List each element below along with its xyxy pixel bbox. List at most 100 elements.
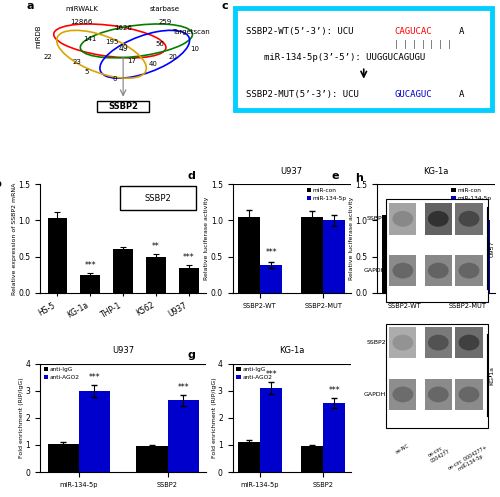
Text: ***: *** [84,261,96,270]
Bar [260,388,282,472]
Text: a: a [26,0,34,10]
Ellipse shape [428,263,448,278]
Text: e: e [332,171,340,181]
Text: 10: 10 [190,46,199,52]
Text: ***: *** [265,248,277,257]
Text: GAPDH: GAPDH [364,268,386,273]
Ellipse shape [392,263,413,278]
Text: 20: 20 [168,54,177,60]
Text: d: d [188,171,196,181]
Ellipse shape [458,334,479,350]
Text: ***: *** [410,239,421,248]
Text: SSBP2-WT(5’-3’): UCU: SSBP2-WT(5’-3’): UCU [246,26,353,36]
Text: miRWALK: miRWALK [65,6,98,12]
Bar [48,218,68,293]
Text: ***: *** [88,373,100,382]
Text: **: ** [152,242,160,251]
FancyBboxPatch shape [386,199,488,302]
Bar [382,215,404,293]
FancyBboxPatch shape [120,186,196,210]
Text: SSBP2: SSBP2 [366,216,386,221]
Text: U937: U937 [112,346,134,355]
Text: SSBP2: SSBP2 [144,194,172,203]
Text: KG-1a: KG-1a [423,166,448,175]
Text: 141: 141 [83,36,96,42]
FancyBboxPatch shape [456,203,482,235]
Ellipse shape [392,387,413,403]
Bar [48,444,78,472]
Bar [323,221,345,293]
Bar [78,391,110,472]
Ellipse shape [458,387,479,403]
Text: oe-circ_
0004277: oe-circ_ 0004277 [426,443,450,464]
FancyBboxPatch shape [424,379,452,410]
Bar [301,217,323,293]
Text: starbase: starbase [150,6,180,12]
Text: 195: 195 [105,39,118,45]
Ellipse shape [428,211,448,227]
Y-axis label: Fold enrichment (RIP/IgG): Fold enrichment (RIP/IgG) [19,378,24,458]
Text: 22: 22 [44,54,52,60]
Text: g: g [188,350,196,360]
Text: 5: 5 [84,69,88,75]
Bar [179,267,199,293]
Text: 23: 23 [72,59,81,65]
Text: CAGUCAC: CAGUCAC [394,26,432,36]
Text: A: A [459,89,464,98]
Text: KG-1a: KG-1a [279,346,304,355]
Y-axis label: Relative luciferase activity: Relative luciferase activity [348,197,354,280]
Text: U937: U937 [280,166,302,175]
Ellipse shape [458,211,479,227]
Text: GAPDH: GAPDH [364,392,386,397]
Bar [323,403,345,472]
Bar [238,217,260,293]
Y-axis label: Relative luciferase activity: Relative luciferase activity [204,197,210,280]
Bar [146,256,166,293]
Text: U937: U937 [489,241,494,257]
Text: 12866: 12866 [70,19,93,25]
Text: 1626: 1626 [114,25,132,31]
Legend: miR-con, miR-134-5p: miR-con, miR-134-5p [306,187,348,201]
Text: c: c [222,0,228,10]
FancyBboxPatch shape [98,101,149,111]
Legend: anti-IgG, anti-AGO2: anti-IgG, anti-AGO2 [236,366,273,381]
Text: SSBP2: SSBP2 [108,102,138,111]
Ellipse shape [428,387,448,403]
Text: KG-1a: KG-1a [489,366,494,385]
Text: 56: 56 [156,41,164,47]
FancyBboxPatch shape [424,255,452,286]
Text: miRDB: miRDB [35,24,41,48]
Text: 0: 0 [112,76,117,82]
FancyBboxPatch shape [390,255,416,286]
Text: 49: 49 [118,44,128,53]
Bar [80,275,100,293]
Bar [404,256,426,293]
Text: ***: *** [328,386,340,395]
Y-axis label: Fold enrichment (RIP/IgG): Fold enrichment (RIP/IgG) [212,378,216,458]
Text: 17: 17 [127,59,136,65]
Bar [260,265,282,293]
Ellipse shape [392,334,413,350]
Bar [301,446,323,472]
Ellipse shape [458,263,479,278]
FancyBboxPatch shape [386,324,488,427]
Legend: miR-con, miR-134-5p: miR-con, miR-134-5p [450,187,492,201]
Bar [114,249,133,293]
Bar [238,442,260,472]
Ellipse shape [392,211,413,227]
Text: Targetscan: Targetscan [172,29,210,35]
FancyBboxPatch shape [390,203,416,235]
Bar [468,221,489,293]
Bar [168,400,198,472]
FancyBboxPatch shape [390,379,416,410]
Text: SSBP2-MUT(5’-3’): UCU: SSBP2-MUT(5’-3’): UCU [246,89,358,98]
Text: oe-circ_0004277+
miR-134-5p: oe-circ_0004277+ miR-134-5p [446,443,492,476]
FancyBboxPatch shape [424,203,452,235]
Text: 40: 40 [148,61,158,67]
Text: ***: *** [183,253,194,262]
Text: SSBP2: SSBP2 [366,340,386,345]
Text: b: b [0,179,2,189]
Text: GUCAGUC: GUCAGUC [394,89,432,98]
Text: 259: 259 [158,19,172,25]
FancyBboxPatch shape [456,327,482,358]
